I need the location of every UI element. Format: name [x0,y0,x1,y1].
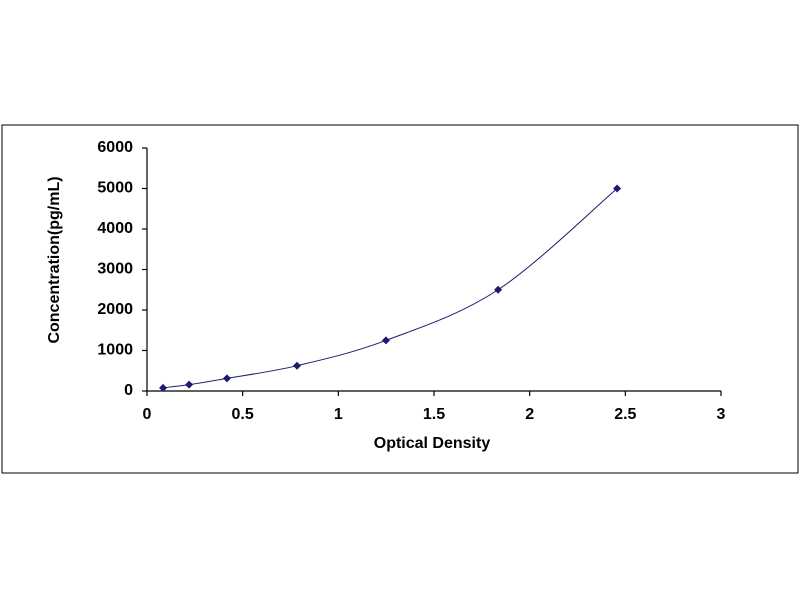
chart-frame [1,124,799,474]
y-tick-label: 2000 [97,301,133,318]
data-point [159,383,168,392]
data-point [293,361,302,370]
x-tick-label: 0 [143,406,152,423]
y-tick-label: 6000 [97,139,133,156]
x-tick-label: 1.5 [423,406,445,423]
x-tick-label: 2 [525,406,534,423]
y-tick-label: 5000 [97,180,133,197]
x-tick-label: 3 [717,406,726,423]
y-tick-label: 4000 [97,220,133,237]
y-tick-label: 0 [124,382,133,399]
x-tick-label: 2.5 [614,406,636,423]
y-tick-label: 3000 [97,261,133,278]
y-axis-label: Concentration(pg/mL) [46,176,63,343]
data-point [185,380,194,389]
x-tick-label: 1 [334,406,343,423]
x-tick-label: 0.5 [232,406,254,423]
x-axis-label: Optical Density [374,435,491,452]
data-point [494,285,503,294]
y-tick-label: 1000 [97,342,133,359]
data-point [613,184,622,193]
fit-curve [163,188,618,389]
data-point [222,374,231,383]
data-point [381,336,390,345]
